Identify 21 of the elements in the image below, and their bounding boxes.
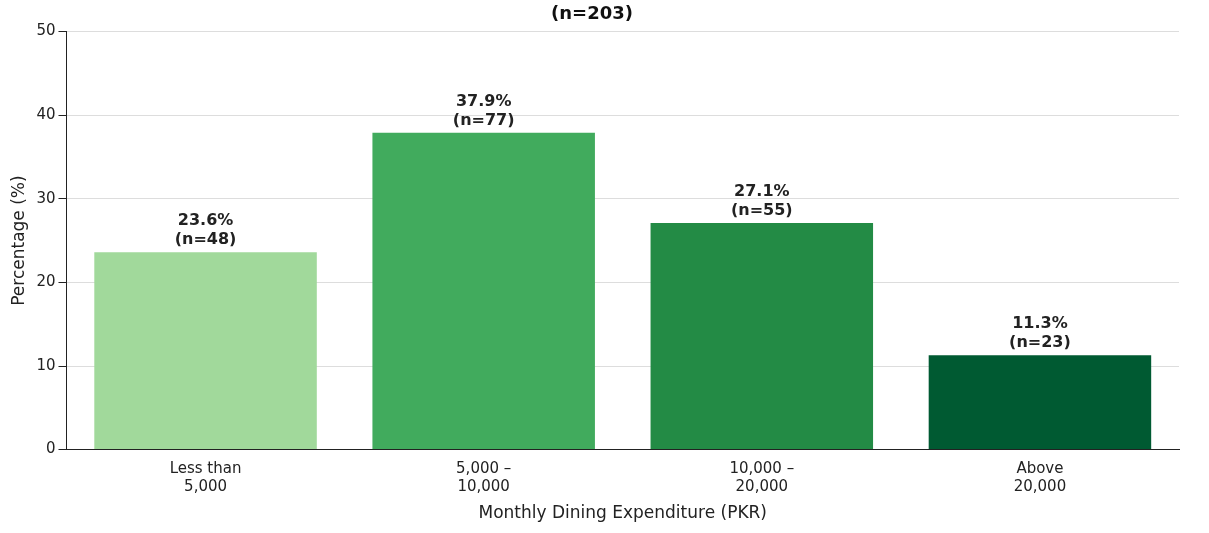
chart-title: (n=203): [551, 2, 633, 24]
y-tick-label: 50: [36, 21, 56, 40]
y-tick-label: 20: [36, 272, 56, 291]
bar: [94, 252, 317, 450]
bar: [650, 223, 874, 450]
x-tick-label: 5,000 – 10,000: [456, 459, 512, 496]
data-label: 37.9% (n=77): [452, 90, 515, 129]
x-tick-label: Less than 5,000: [169, 459, 242, 496]
bar: [928, 355, 1152, 450]
y-tick-label: 0: [45, 439, 56, 458]
x-axis-title: Monthly Dining Expenditure (PKR): [478, 502, 767, 523]
data-label: 11.3% (n=23): [1009, 313, 1071, 352]
y-axis-title: Percentage (%): [7, 175, 28, 306]
y-tick-label: 10: [36, 355, 56, 374]
x-tick-label: 10,000 – 20,000: [729, 459, 795, 496]
bar: [372, 132, 595, 450]
y-tick-label: 40: [36, 105, 56, 124]
y-tick-label: 30: [36, 188, 56, 207]
data-label: 23.6% (n=48): [174, 210, 237, 249]
data-label: 27.1% (n=55): [730, 181, 793, 220]
x-tick-label: Above 20,000: [1013, 459, 1067, 496]
